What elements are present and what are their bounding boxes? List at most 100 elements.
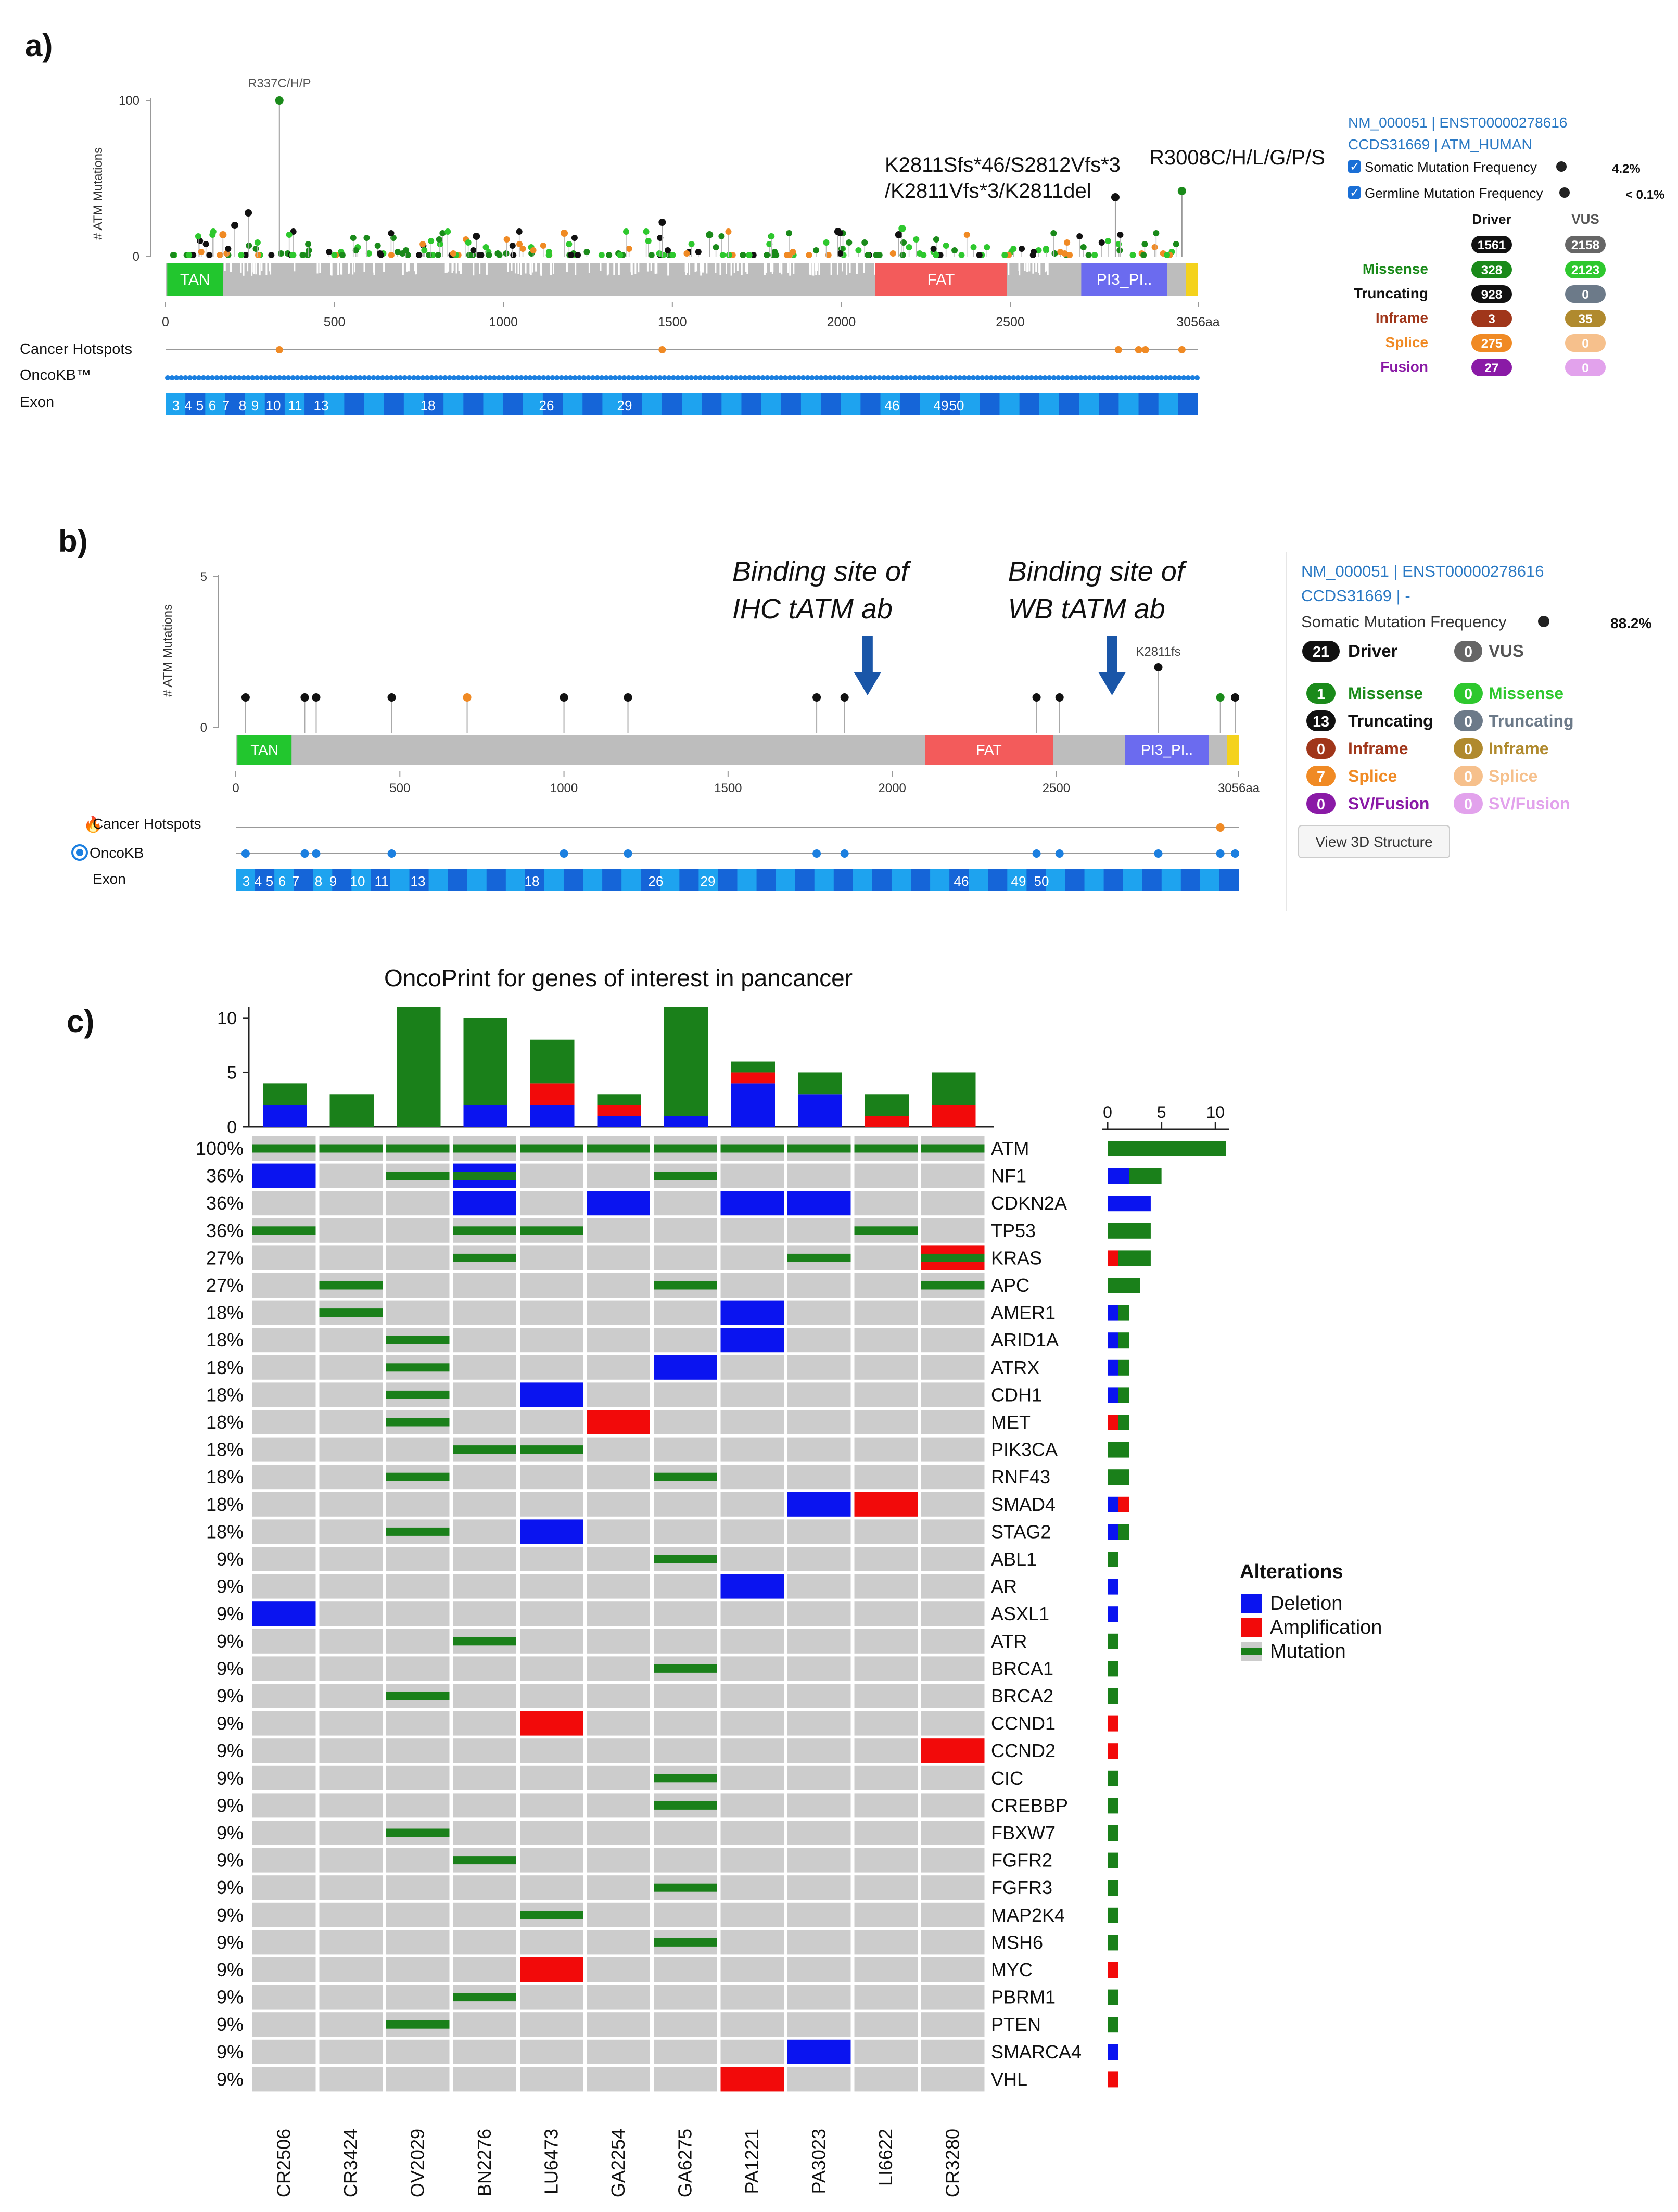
- backbone-tick: [811, 263, 813, 276]
- vus-count-value: 0: [1464, 714, 1472, 730]
- gene-name: ATM: [991, 1138, 1029, 1159]
- gene-percent: 9%: [217, 1685, 244, 1707]
- mutation-point: [898, 225, 906, 232]
- vus-count-value: 0: [1582, 361, 1589, 375]
- oncokb-dot: [255, 375, 260, 380]
- sample-total-bar-deletion: [597, 1116, 641, 1127]
- gene-percent: 27%: [206, 1247, 244, 1268]
- exon-block: [860, 393, 881, 415]
- backbone-tick: [383, 263, 385, 272]
- oncokb-dot: [398, 375, 403, 380]
- oncokb-dot: [935, 375, 940, 380]
- backbone-tick: [745, 263, 747, 272]
- mutation-point: [217, 252, 223, 258]
- backbone-tick: [656, 263, 658, 274]
- mutation-point: [306, 247, 312, 253]
- oncokb-dot: [1069, 375, 1075, 380]
- oncoprint-cell: [252, 1656, 316, 1681]
- oncokb-dot: [317, 375, 323, 380]
- annotation-r337: R337C/H/P: [248, 77, 311, 91]
- oncoprint-cell: [252, 1437, 316, 1462]
- x-tick-label: 1000: [489, 315, 518, 329]
- oncoprint-cell: [654, 1629, 717, 1654]
- mutation-point: [1001, 252, 1008, 258]
- mutation-point: [435, 252, 441, 258]
- backbone-tick: [330, 263, 333, 276]
- gene-name: FBXW7: [991, 1822, 1056, 1844]
- gene-total-bar-mutation: [1129, 1168, 1162, 1184]
- backbone-tick: [251, 263, 253, 273]
- oncoprint-cell: [319, 2012, 383, 2037]
- oncoprint-cell: [921, 1300, 985, 1325]
- mutation-point: [439, 230, 446, 236]
- gene-name: ATR: [991, 1631, 1027, 1652]
- backbone-tick: [863, 263, 865, 273]
- gene-name: ARID1A: [991, 1329, 1059, 1351]
- mutation-point: [252, 246, 259, 252]
- mutation-point: [976, 252, 983, 258]
- alteration-mutation: [854, 1144, 918, 1153]
- gene-percent: 9%: [217, 1795, 244, 1816]
- driver-count-badge: [1306, 710, 1336, 731]
- driver-type-label: Missense: [1348, 684, 1423, 703]
- mutation-point: [436, 236, 442, 243]
- oncoprint-cell: [654, 1328, 717, 1353]
- driver-count-value: 928: [1481, 288, 1503, 302]
- oncoprint-cell: [386, 1300, 450, 1325]
- oncokb-dot: [362, 375, 367, 380]
- exon-label: 29: [617, 398, 632, 413]
- oncokb-dot: [1132, 375, 1137, 380]
- oncokb-dot: [1024, 375, 1030, 380]
- sample-total-bar-mutation: [597, 1094, 641, 1105]
- backbone-tick: [259, 263, 261, 276]
- oncokb-dot: [469, 375, 475, 380]
- oncoprint-cell: [654, 1902, 717, 1927]
- oncokb-dot: [1154, 849, 1163, 858]
- oncokb-dot: [666, 375, 672, 380]
- exon-block: [795, 869, 815, 891]
- mutation-point: [416, 252, 423, 258]
- backbone-tick: [455, 263, 457, 274]
- oncoprint-cell: [787, 1848, 851, 1873]
- oncoprint-cell: [252, 1245, 316, 1270]
- mutation-point: [254, 239, 261, 246]
- oncoprint-cell: [319, 1382, 383, 1407]
- mutation-point: [790, 249, 796, 255]
- backbone-tick: [694, 263, 696, 272]
- mutation-point: [326, 249, 333, 255]
- oncokb-dot: [899, 375, 905, 380]
- hotspot-lollipop-2: [1177, 187, 1186, 195]
- mutation-point: [519, 246, 526, 252]
- gene-total-bar-mutation: [1108, 1688, 1118, 1704]
- oncokb-dot: [653, 375, 658, 380]
- legend-swatch-mutation: [1241, 1648, 1262, 1655]
- oncoprint-cell: [720, 2012, 784, 2037]
- oncoprint-cell: [520, 1684, 583, 1708]
- oncokb-dot: [648, 375, 654, 380]
- oncoprint-cell: [720, 1656, 784, 1681]
- oncoprint-cell: [587, 1957, 650, 1982]
- gene-percent: 9%: [217, 1904, 244, 1926]
- oncoprint-cell: [854, 1273, 918, 1298]
- driver-total-value: 1561: [1478, 238, 1506, 252]
- driver-total-badge: [1302, 641, 1340, 662]
- oncokb-dot: [272, 375, 278, 380]
- mutation-point: [583, 249, 590, 255]
- oncokb-dot: [624, 849, 632, 858]
- oncoprint-cell: [252, 1848, 316, 1873]
- view-3d-structure-button[interactable]: View 3D Structure: [1298, 825, 1450, 858]
- mutation-point: [951, 247, 958, 253]
- exon-block: [911, 869, 931, 891]
- oncoprint-cell: [453, 1601, 516, 1626]
- gene-total-bar-deletion: [1108, 1496, 1118, 1512]
- backbone-tick: [613, 263, 615, 275]
- oncoprint-cell: [720, 1547, 784, 1571]
- alteration-amplification: [587, 1410, 650, 1434]
- gene-percent: 9%: [217, 1987, 244, 2008]
- oncokb-dot: [196, 375, 202, 380]
- oncokb-dot: [778, 375, 784, 380]
- vus-count-value: 0: [1582, 337, 1589, 351]
- oncokb-dot: [581, 375, 587, 380]
- backbone-tick: [816, 263, 818, 271]
- mutation-point: [626, 246, 632, 252]
